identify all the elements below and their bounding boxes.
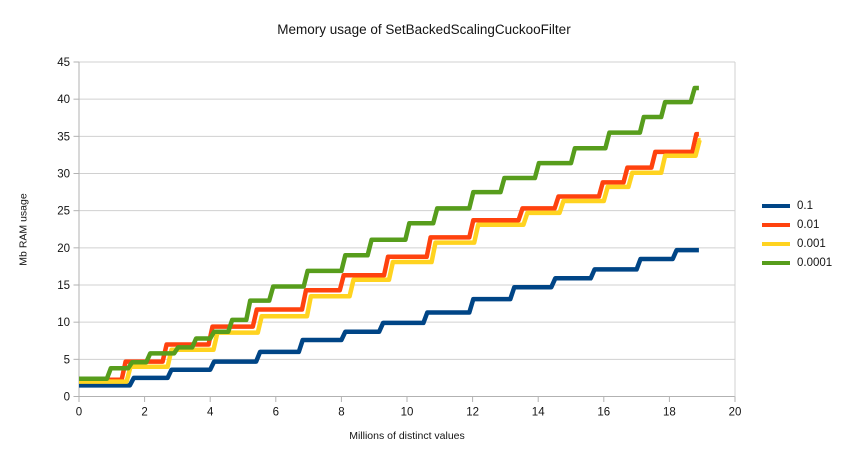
x-tick-label: 0 — [76, 407, 82, 419]
legend-swatch-icon — [762, 222, 790, 227]
series-line-0.1 — [79, 247, 699, 388]
y-tick-label: 45 — [57, 57, 70, 69]
x-tick-label: 6 — [273, 407, 279, 419]
y-tick-label: 0 — [64, 392, 70, 404]
y-tick-label: 35 — [57, 131, 70, 143]
chart-legend: 0.1 0.01 0.001 0.0001 — [762, 196, 832, 272]
legend-item-0.01: 0.01 — [762, 215, 832, 234]
chart-title: Memory usage of SetBackedScalingCuckooFi… — [277, 22, 571, 37]
legend-label: 0.01 — [797, 218, 820, 231]
series-line-0.01 — [79, 131, 699, 383]
x-axis-title: Millions of distinct values — [349, 430, 465, 442]
legend-label: 0.001 — [797, 237, 826, 250]
y-tick-label: 20 — [57, 243, 70, 255]
y-tick-label: 5 — [64, 354, 70, 366]
legend-label: 0.1 — [797, 199, 813, 212]
legend-swatch-icon — [762, 260, 790, 265]
y-tick-label: 15 — [57, 280, 70, 292]
legend-label: 0.0001 — [797, 256, 833, 269]
x-tick-label: 14 — [532, 407, 545, 419]
x-tick-label: 18 — [663, 407, 676, 419]
x-tick-label: 8 — [338, 407, 344, 419]
legend-item-0.0001: 0.0001 — [762, 253, 832, 272]
y-tick-label: 10 — [57, 317, 70, 329]
series-line-0.0001 — [79, 85, 699, 381]
y-tick-label: 40 — [57, 94, 70, 106]
legend-swatch-icon — [762, 203, 790, 208]
y-tick-label: 25 — [57, 206, 70, 218]
legend-item-0.1: 0.1 — [762, 196, 832, 215]
legend-item-0.001: 0.001 — [762, 234, 832, 253]
x-tick-label: 10 — [401, 407, 414, 419]
legend-swatch-icon — [762, 241, 790, 246]
x-tick-label: 20 — [729, 407, 742, 419]
series-line-0.001 — [79, 137, 702, 384]
x-tick-label: 16 — [597, 407, 610, 419]
x-tick-label: 4 — [207, 407, 214, 419]
x-tick-label: 2 — [141, 407, 147, 419]
y-tick-label: 30 — [57, 169, 70, 181]
x-tick-label: 12 — [466, 407, 479, 419]
